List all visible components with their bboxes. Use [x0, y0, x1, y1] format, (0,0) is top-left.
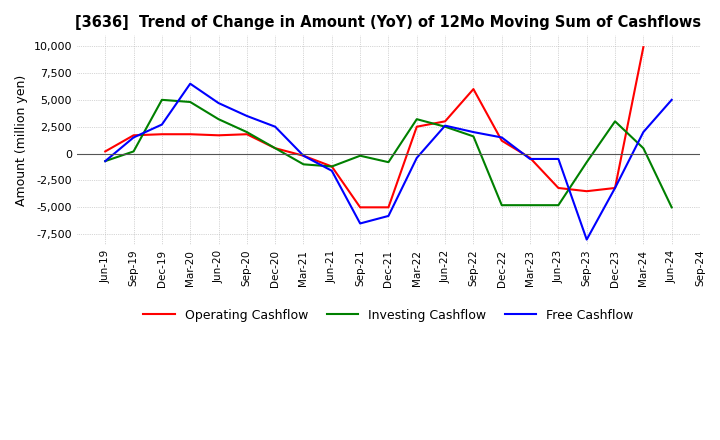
Investing Cashflow: [300, 161, 308, 167]
Operating Cashflow: [384, 205, 393, 210]
Operating Cashflow: [328, 164, 336, 169]
Operating Cashflow: [271, 146, 279, 151]
Operating Cashflow: [130, 133, 138, 138]
Investing Cashflow: [271, 146, 279, 151]
Legend: Operating Cashflow, Investing Cashflow, Free Cashflow: Operating Cashflow, Investing Cashflow, …: [138, 304, 639, 327]
Investing Cashflow: [215, 117, 223, 122]
Operating Cashflow: [526, 155, 534, 161]
Operating Cashflow: [554, 185, 563, 191]
Investing Cashflow: [328, 164, 336, 169]
Free Cashflow: [215, 100, 223, 106]
Free Cashflow: [328, 168, 336, 173]
Free Cashflow: [469, 129, 478, 135]
Investing Cashflow: [441, 124, 449, 129]
Investing Cashflow: [186, 99, 194, 105]
Investing Cashflow: [582, 160, 591, 165]
Free Cashflow: [384, 213, 393, 219]
Investing Cashflow: [554, 202, 563, 208]
Operating Cashflow: [441, 119, 449, 124]
Free Cashflow: [130, 135, 138, 140]
Free Cashflow: [158, 122, 166, 127]
Investing Cashflow: [101, 158, 109, 164]
Operating Cashflow: [158, 132, 166, 137]
Operating Cashflow: [413, 124, 421, 129]
Investing Cashflow: [667, 205, 676, 210]
Investing Cashflow: [384, 160, 393, 165]
Free Cashflow: [441, 123, 449, 128]
Investing Cashflow: [611, 119, 619, 124]
Operating Cashflow: [300, 153, 308, 158]
Free Cashflow: [611, 185, 619, 191]
Operating Cashflow: [469, 86, 478, 92]
Free Cashflow: [526, 156, 534, 161]
Investing Cashflow: [356, 153, 364, 158]
Investing Cashflow: [130, 149, 138, 154]
Investing Cashflow: [413, 117, 421, 122]
Operating Cashflow: [356, 205, 364, 210]
Operating Cashflow: [215, 133, 223, 138]
Free Cashflow: [186, 81, 194, 86]
Free Cashflow: [667, 97, 676, 103]
Free Cashflow: [639, 129, 648, 135]
Operating Cashflow: [101, 149, 109, 154]
Operating Cashflow: [639, 44, 648, 50]
Investing Cashflow: [158, 97, 166, 103]
Free Cashflow: [271, 124, 279, 129]
Free Cashflow: [300, 153, 308, 158]
Operating Cashflow: [582, 189, 591, 194]
Y-axis label: Amount (million yen): Amount (million yen): [15, 74, 28, 206]
Free Cashflow: [554, 156, 563, 161]
Free Cashflow: [582, 237, 591, 242]
Free Cashflow: [413, 155, 421, 161]
Free Cashflow: [356, 221, 364, 226]
Investing Cashflow: [469, 134, 478, 139]
Line: Investing Cashflow: Investing Cashflow: [105, 100, 672, 207]
Operating Cashflow: [243, 132, 251, 137]
Operating Cashflow: [498, 138, 506, 143]
Operating Cashflow: [611, 185, 619, 191]
Investing Cashflow: [639, 146, 648, 151]
Free Cashflow: [498, 135, 506, 140]
Investing Cashflow: [243, 129, 251, 135]
Operating Cashflow: [186, 132, 194, 137]
Free Cashflow: [243, 114, 251, 119]
Investing Cashflow: [498, 202, 506, 208]
Investing Cashflow: [526, 202, 534, 208]
Line: Free Cashflow: Free Cashflow: [105, 84, 672, 239]
Free Cashflow: [101, 158, 109, 164]
Title: [3636]  Trend of Change in Amount (YoY) of 12Mo Moving Sum of Cashflows: [3636] Trend of Change in Amount (YoY) o…: [76, 15, 701, 30]
Line: Operating Cashflow: Operating Cashflow: [105, 47, 644, 207]
